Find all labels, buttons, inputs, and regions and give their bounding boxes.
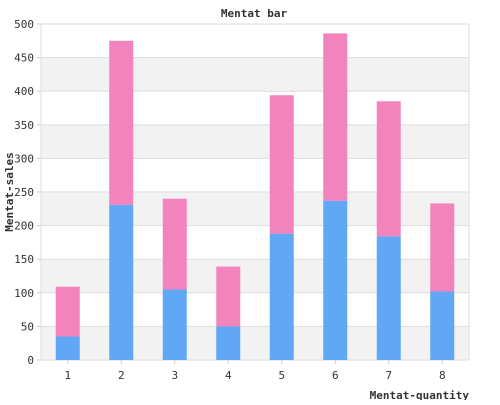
- x-axis-label: Mentat-quantity: [370, 389, 470, 400]
- background-band: [41, 326, 469, 360]
- y-tick-label: 400: [14, 85, 34, 98]
- y-tick-label: 50: [21, 320, 34, 333]
- plot-frame: [40, 23, 470, 361]
- bar-segment: [109, 204, 134, 360]
- bar-segment: [430, 291, 455, 360]
- x-tick-label: 8: [439, 369, 446, 382]
- y-tick-label: 300: [14, 152, 34, 165]
- bar-segment: [162, 198, 187, 290]
- bar-segment: [323, 200, 348, 360]
- bar-segment: [55, 336, 80, 360]
- bar-segment: [323, 33, 348, 201]
- x-tick-label: 3: [171, 369, 178, 382]
- x-tick-label: 2: [118, 369, 125, 382]
- x-tick-label: 4: [225, 369, 232, 382]
- y-tick-label: 200: [14, 220, 34, 233]
- background-band: [41, 124, 469, 159]
- y-tick-label: 350: [14, 119, 34, 132]
- bar-segment: [376, 236, 401, 360]
- background-band: [41, 57, 469, 92]
- bar-segment: [55, 286, 80, 337]
- x-tick-label: 6: [332, 369, 339, 382]
- background-band: [41, 192, 469, 226]
- x-tick-label: 7: [385, 369, 392, 382]
- y-tick-label: 100: [14, 287, 34, 300]
- x-tick-label: 5: [278, 369, 285, 382]
- bar-segment: [269, 95, 294, 234]
- bar-segment: [162, 289, 187, 360]
- x-tick-label: 1: [64, 369, 71, 382]
- background-bands: [41, 57, 469, 360]
- bar-segment: [430, 203, 455, 292]
- y-tick-label: 0: [27, 354, 34, 367]
- bars: [55, 33, 455, 360]
- bar-segment: [216, 266, 241, 327]
- y-axis-ticks: 0 50 100 150 200 250 300 350 400 450 500: [14, 18, 34, 367]
- bar-segment: [216, 326, 241, 360]
- background-band: [41, 259, 469, 293]
- chart-title: Mentat bar: [221, 7, 288, 20]
- y-tick-label: 150: [14, 253, 34, 266]
- y-tick-label: 250: [14, 186, 34, 199]
- y-tick-label: 450: [14, 52, 34, 65]
- y-axis-label: Mentat-sales: [3, 152, 16, 231]
- y-tick-label: 500: [14, 18, 34, 31]
- bar-segment: [269, 233, 294, 360]
- x-axis-ticks: 1 2 3 4 5 6 7 8: [64, 360, 446, 382]
- bar-segment: [109, 40, 134, 205]
- bar-segment: [376, 101, 401, 237]
